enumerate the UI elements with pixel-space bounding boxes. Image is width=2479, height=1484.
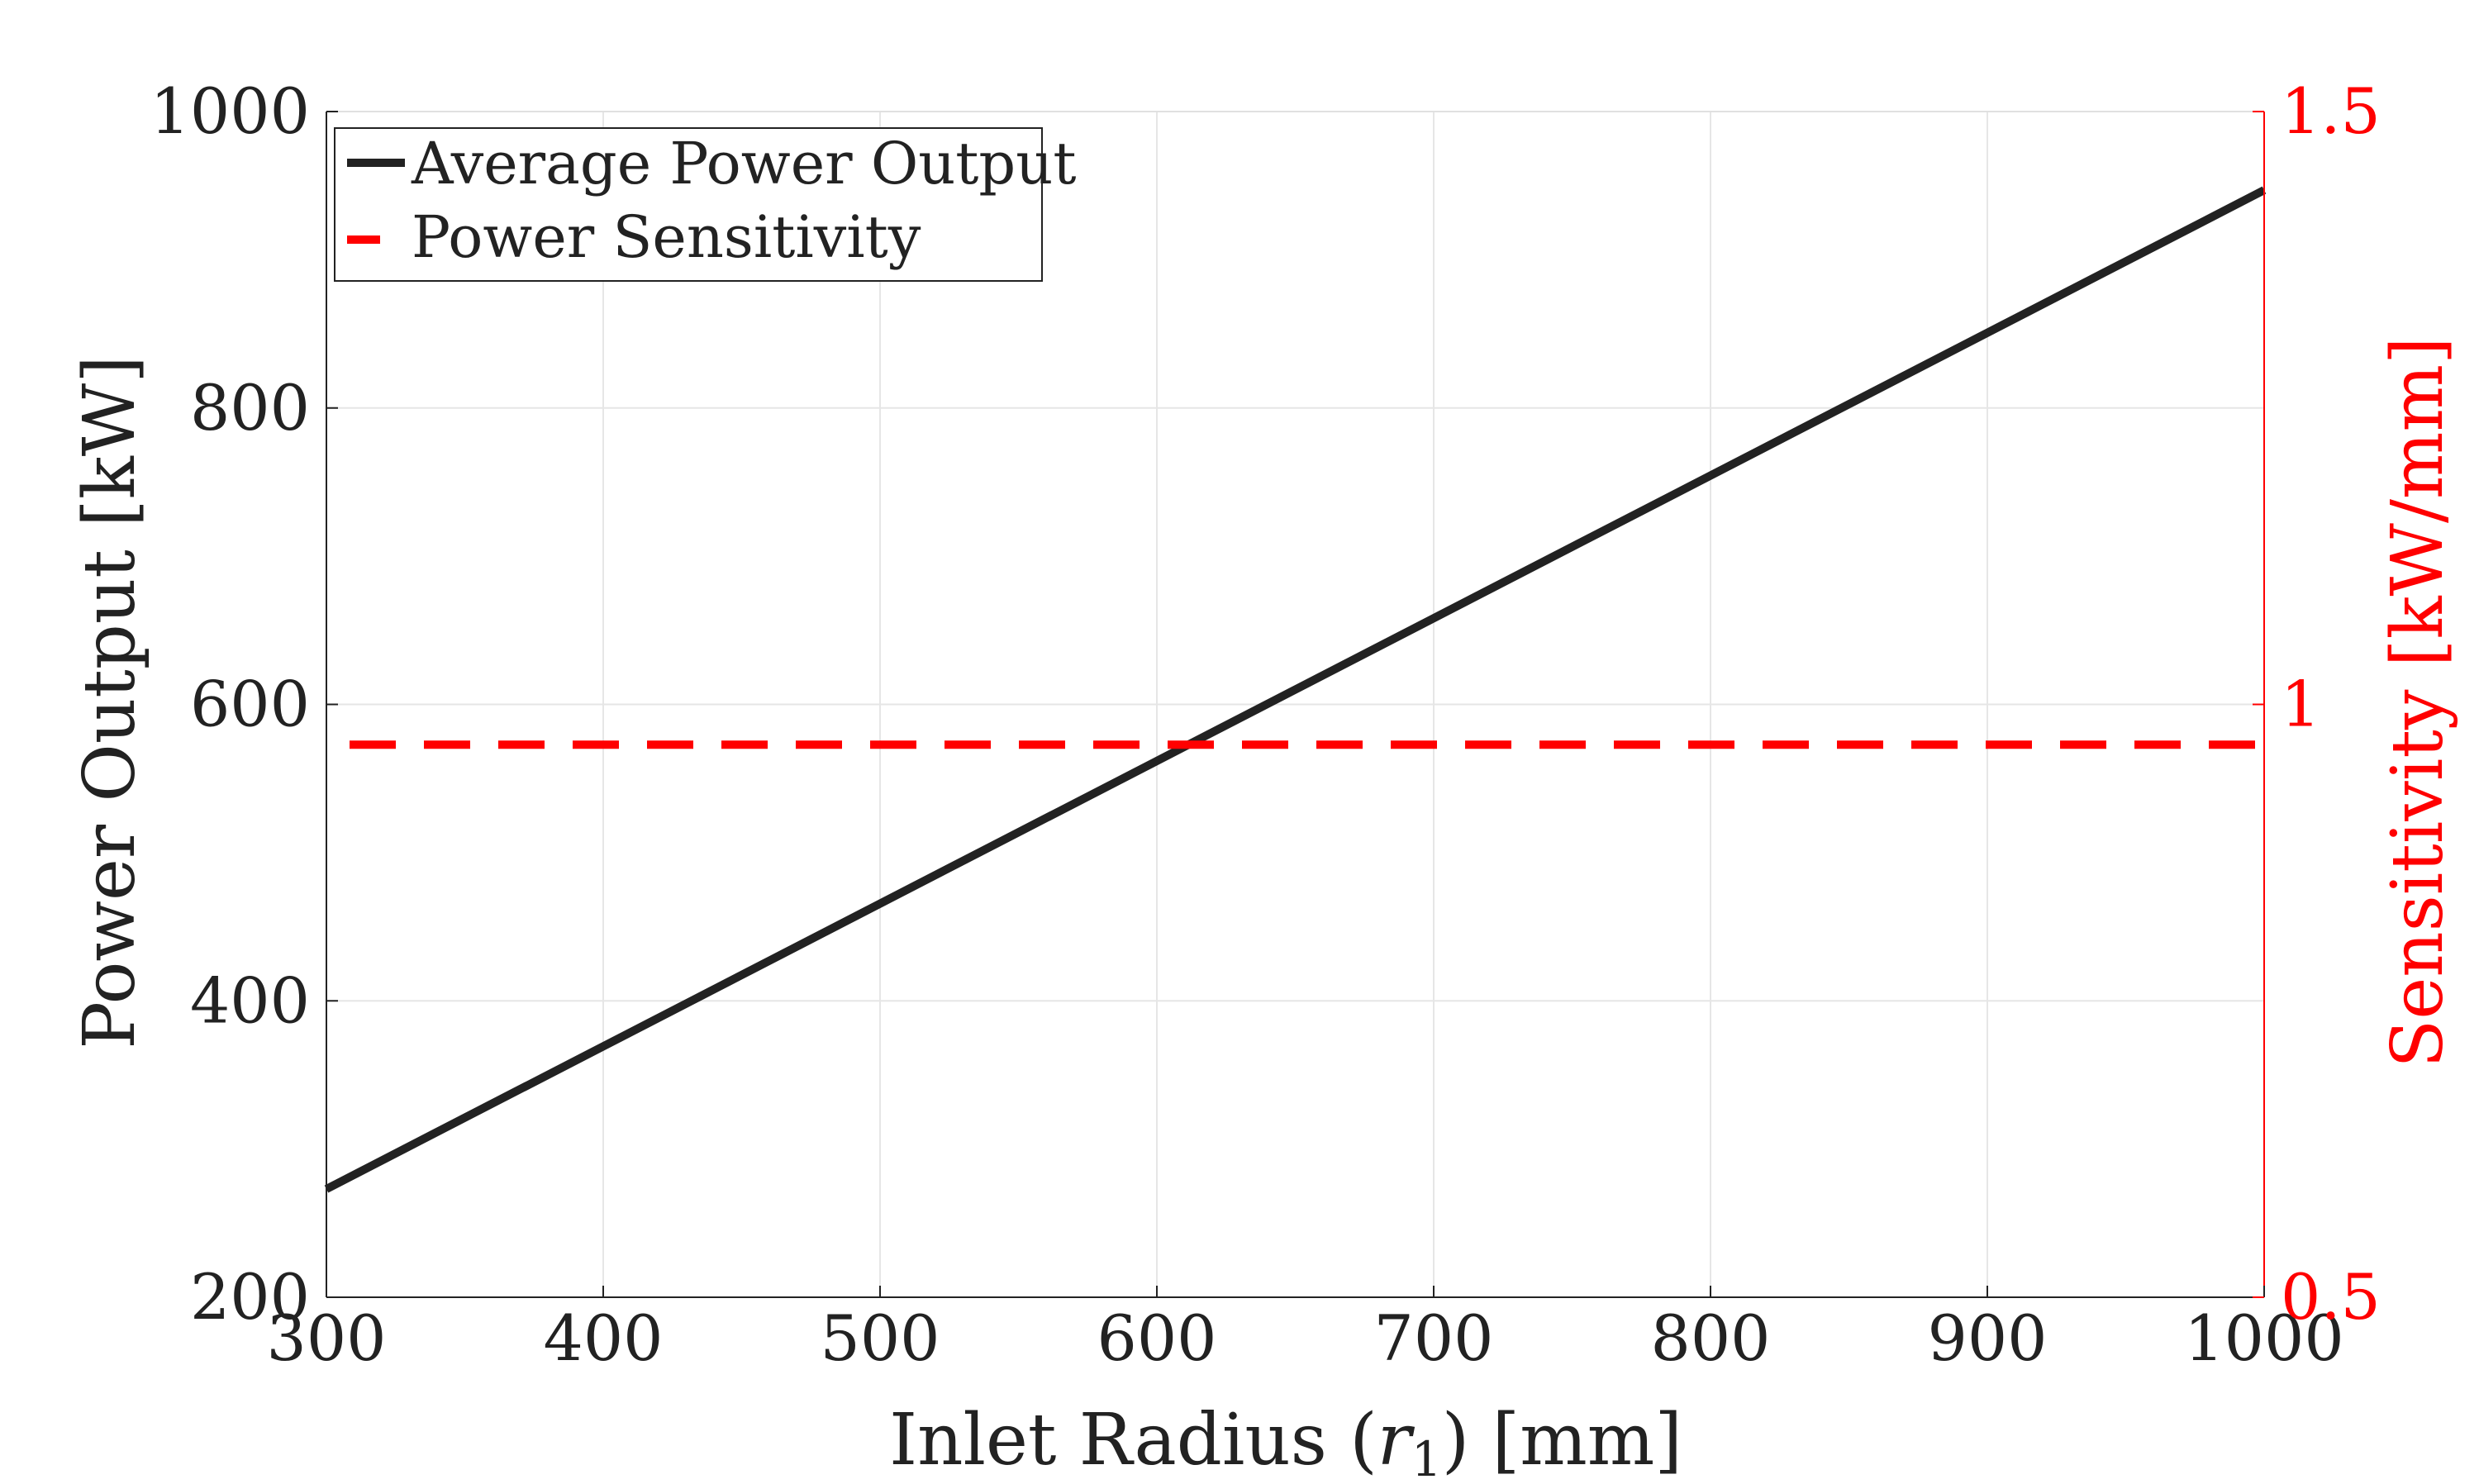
x-tick-label-1: 400 bbox=[543, 1301, 663, 1375]
x-tick-label-3: 600 bbox=[1097, 1301, 1216, 1375]
y-tick-label-4: 1000 bbox=[150, 74, 310, 148]
x-tick-label-6: 900 bbox=[1927, 1301, 2047, 1375]
series-line-average-power-output bbox=[324, 186, 2267, 1193]
y-tick-label-1: 400 bbox=[190, 963, 310, 1037]
legend-label-average-power: Average Power Output bbox=[411, 130, 1076, 197]
legend: Average Power Output Power Sensitivity bbox=[334, 127, 1076, 282]
y-axis-label: Power Output [kW] bbox=[69, 355, 151, 1049]
legend-box bbox=[334, 127, 1043, 282]
y-tick-label-0: 200 bbox=[190, 1260, 310, 1334]
x-tick-label-4: 700 bbox=[1373, 1301, 1493, 1375]
x-tick-label-7: 1000 bbox=[2184, 1301, 2343, 1375]
y-right-tick-label-0: 0.5 bbox=[2281, 1260, 2381, 1334]
ticks-layer: 300 400 500 600 700 800 900 1000 200 400 600 800 100… bbox=[150, 74, 2381, 1375]
y-right-tick-label-1: 1 bbox=[2281, 668, 2320, 741]
y-right-tick-label-2: 1.5 bbox=[2281, 74, 2381, 148]
legend-label-power-sensitivity: Power Sensitivity bbox=[412, 203, 921, 271]
y-axis-right-label: Sensitivity [kW/mm] bbox=[2377, 336, 2459, 1068]
x-tick-label-0: 300 bbox=[266, 1301, 386, 1375]
x-tick-label-5: 800 bbox=[1650, 1301, 1770, 1375]
y-tick-label-2: 600 bbox=[190, 668, 310, 741]
x-axis-label: Inlet Radius (r1) [mm] bbox=[889, 1399, 1682, 1480]
x-tick-label-2: 500 bbox=[820, 1301, 940, 1375]
series-layer bbox=[324, 186, 2267, 1193]
y-tick-label-3: 800 bbox=[190, 371, 310, 445]
